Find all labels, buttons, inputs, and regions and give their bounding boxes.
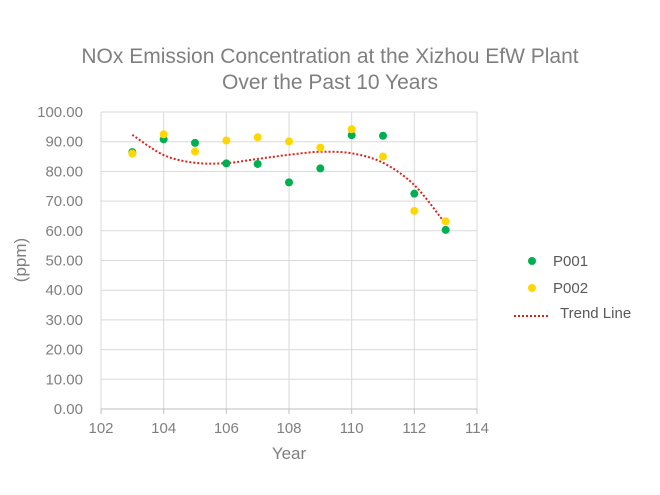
chart-title-line-2: Over the Past 10 Years [222, 71, 438, 94]
data-point-p001 [441, 225, 450, 234]
data-point-p001 [410, 189, 419, 198]
x-tick-label: 106 [214, 420, 239, 437]
trend-line [131, 134, 447, 225]
y-tick-label: 100.00 [37, 104, 83, 121]
data-point-p002 [410, 206, 419, 215]
x-tick-label: 110 [340, 420, 364, 437]
data-point-p001 [379, 131, 387, 140]
data-point-p002 [285, 137, 293, 146]
x-tick-label: 102 [88, 420, 113, 437]
y-tick-label: 10.00 [45, 371, 83, 388]
y-tick-label: 40.00 [45, 282, 83, 299]
y-tick-label: 20.00 [45, 342, 83, 359]
data-point-p002 [347, 125, 356, 134]
x-tick-label: 108 [276, 420, 301, 437]
data-point-p002 [441, 217, 450, 226]
data-point-p002 [253, 133, 262, 142]
x-tick-label: 112 [402, 420, 426, 437]
data-points [128, 125, 450, 234]
data-point-p001 [316, 164, 325, 173]
data-point-p002 [222, 136, 231, 145]
legend-marker-p002 [528, 284, 536, 292]
y-tick-label: 70.00 [45, 193, 83, 210]
x-tick-label: 104 [151, 420, 176, 437]
gridlines [100, 111, 478, 410]
data-point-p002 [379, 152, 387, 161]
x-axis-label: Year [272, 444, 307, 463]
legend-label-p001: P001 [553, 253, 588, 270]
trend-line-layer [131, 134, 447, 225]
legend: P001 P002 Trend Line [514, 253, 631, 322]
data-point-p002 [316, 143, 325, 152]
y-axis-label: (ppm) [11, 238, 30, 282]
data-point-p001 [285, 178, 293, 187]
legend-label-trend-line: Trend Line [560, 305, 631, 322]
data-point-p001 [347, 131, 356, 140]
legend-marker-p001 [528, 257, 536, 265]
axes [100, 408, 478, 414]
data-point-p002 [191, 147, 199, 156]
y-tick-label: 80.00 [45, 163, 83, 180]
y-tick-label: 50.00 [45, 253, 83, 270]
y-tick-label: 0.00 [54, 401, 83, 418]
y-tick-label: 30.00 [45, 312, 83, 329]
x-tick-label: 114 [465, 420, 489, 437]
data-point-p002 [128, 149, 137, 158]
chart-title-line-1: NOx Emission Concentration at the Xizhou… [81, 45, 578, 68]
data-point-p002 [159, 130, 168, 139]
legend-label-p002: P002 [553, 280, 588, 297]
data-point-p001 [222, 159, 231, 168]
y-tick-label: 90.00 [45, 134, 83, 151]
y-tick-label: 60.00 [45, 223, 83, 240]
tick-labels: 0.00 10.00 20.00 30.00 40.00 50.00 60.00 70.00 8… [37, 104, 489, 437]
data-point-p001 [253, 159, 262, 168]
data-point-p001 [191, 138, 199, 147]
